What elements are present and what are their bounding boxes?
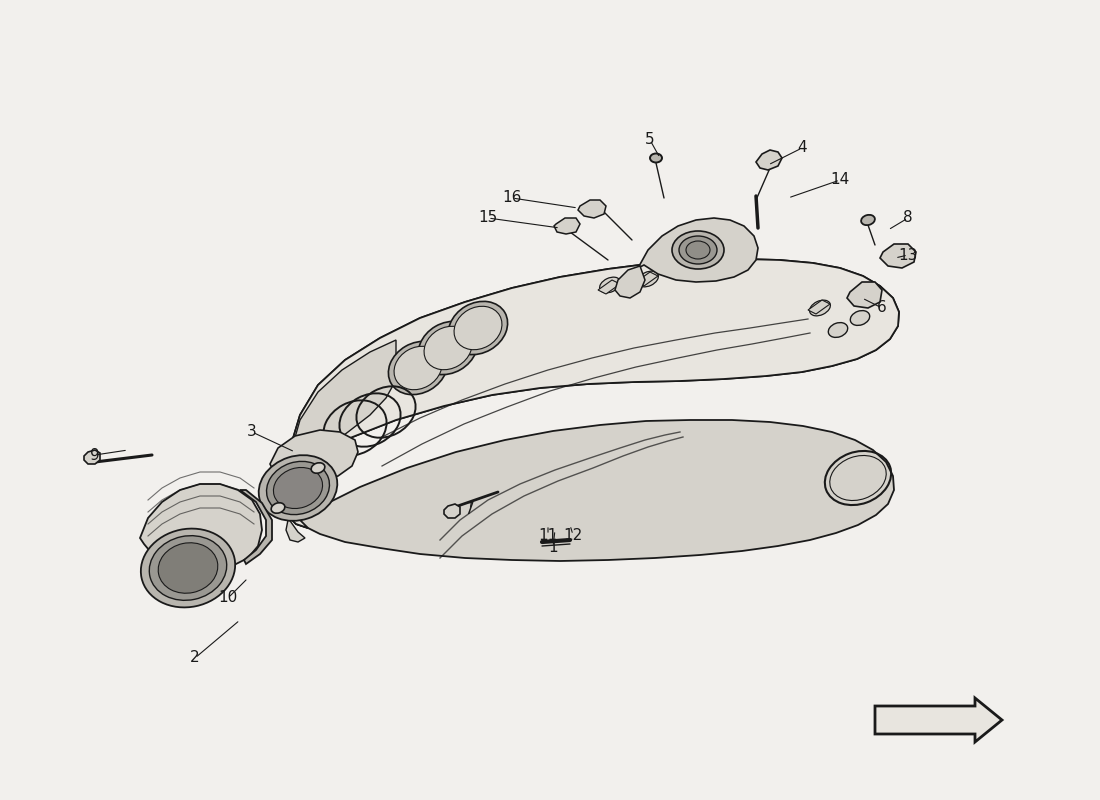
Ellipse shape [810,300,830,316]
Ellipse shape [650,154,662,162]
Ellipse shape [258,455,338,521]
Polygon shape [636,272,658,286]
Ellipse shape [266,462,330,514]
Ellipse shape [686,241,710,259]
Ellipse shape [638,271,659,287]
Text: 2: 2 [190,650,200,666]
Ellipse shape [388,342,448,394]
Polygon shape [296,420,894,561]
Polygon shape [615,266,645,298]
Ellipse shape [861,215,875,225]
Polygon shape [270,430,358,482]
Ellipse shape [150,536,227,600]
Text: 7: 7 [465,502,475,518]
Ellipse shape [424,326,472,370]
Ellipse shape [850,310,870,326]
Ellipse shape [449,302,507,354]
Ellipse shape [600,277,620,293]
Polygon shape [554,218,580,234]
Polygon shape [84,450,100,464]
Polygon shape [598,280,620,294]
Text: 5: 5 [646,133,654,147]
Ellipse shape [828,322,848,338]
Polygon shape [756,150,782,170]
Polygon shape [808,300,830,314]
Polygon shape [578,200,606,218]
Text: 14: 14 [830,173,849,187]
Polygon shape [282,259,899,528]
Text: 11: 11 [538,527,558,542]
Polygon shape [240,490,272,564]
Text: 1: 1 [548,539,558,554]
Ellipse shape [272,502,285,514]
Text: 10: 10 [219,590,238,606]
Ellipse shape [672,231,724,269]
Text: 8: 8 [903,210,913,226]
Polygon shape [880,244,916,268]
Text: 15: 15 [478,210,497,226]
Text: 6: 6 [877,301,887,315]
Text: 13: 13 [899,247,917,262]
Ellipse shape [418,322,477,374]
Text: 3: 3 [248,425,257,439]
Ellipse shape [394,346,442,390]
Ellipse shape [141,529,235,607]
Ellipse shape [679,236,717,264]
Ellipse shape [158,542,218,594]
Polygon shape [286,340,396,542]
Polygon shape [874,698,1002,742]
Polygon shape [847,282,882,308]
Text: 16: 16 [503,190,521,206]
Polygon shape [444,504,460,518]
Ellipse shape [454,306,502,350]
Polygon shape [282,259,899,528]
Text: 4: 4 [798,141,806,155]
Text: 12: 12 [563,527,583,542]
Polygon shape [638,218,758,282]
Ellipse shape [311,462,324,474]
Ellipse shape [274,467,322,509]
Text: 9: 9 [90,447,100,462]
Polygon shape [140,484,262,570]
